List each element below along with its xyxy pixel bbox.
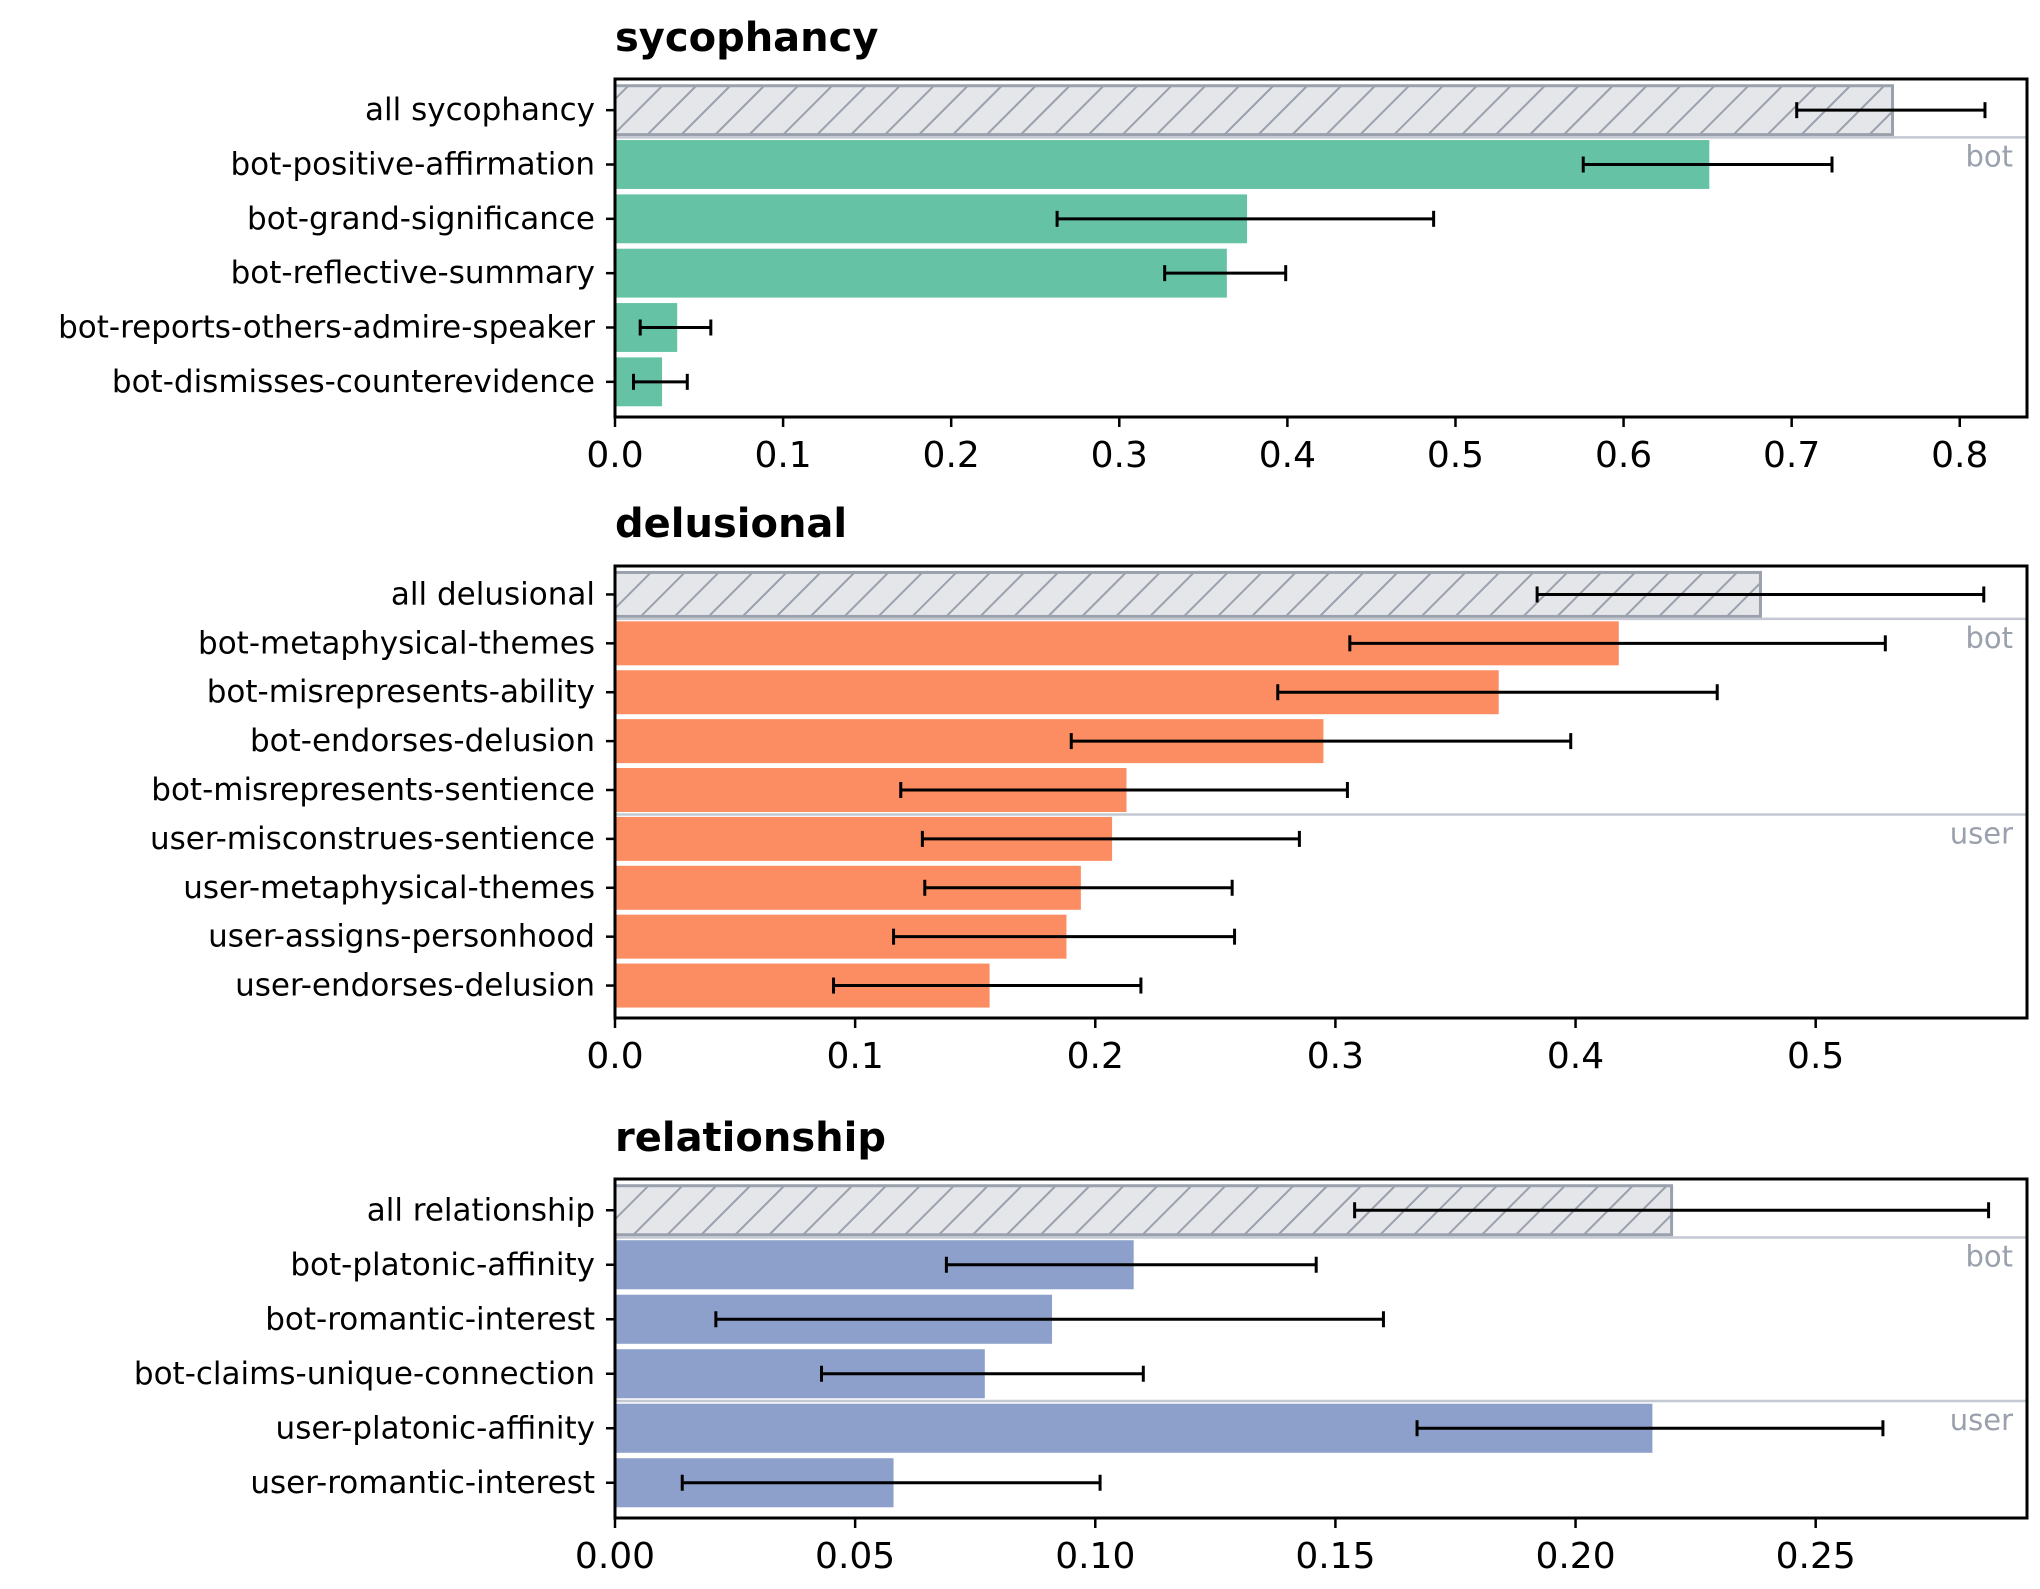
- x-tick-label: 0.25: [1776, 1536, 1856, 1577]
- category-label: bot-misrepresents-sentience: [151, 772, 595, 808]
- x-axis-ticks: 0.0 0.1 0.2 0.3 0.4 0.5: [586, 1018, 1844, 1077]
- aggregate-label: all relationship: [367, 1192, 595, 1228]
- x-tick-label: 0.8: [1931, 435, 1988, 476]
- group-label: bot: [1965, 621, 2013, 655]
- x-tick-label: 0.00: [575, 1536, 655, 1577]
- x-tick-label: 0.10: [1055, 1536, 1135, 1577]
- x-tick-label: 0.7: [1763, 435, 1820, 476]
- x-tick-label: 0.5: [1427, 435, 1484, 476]
- category-label: bot-grand-significance: [247, 201, 595, 237]
- aggregate-bar: [613, 84, 1895, 137]
- x-tick-label: 0.05: [815, 1536, 895, 1577]
- category-labels: all sycophancy bot-positive-affirmation bo…: [58, 92, 615, 400]
- category-label: bot-reflective-summary: [231, 255, 595, 291]
- group-label: bot: [1965, 139, 2013, 173]
- category-label: user-endorses-delusion: [235, 968, 595, 1004]
- bars-layer: bot user: [613, 1184, 2027, 1508]
- x-tick-label: 0.6: [1595, 435, 1652, 476]
- x-tick-label: 0.4: [1547, 1036, 1604, 1077]
- category-label: bot-romantic-interest: [265, 1301, 595, 1337]
- x-tick-label: 0.3: [1091, 435, 1148, 476]
- x-tick-label: 0.2: [1067, 1036, 1124, 1077]
- x-tick-label: 0.5: [1787, 1036, 1844, 1077]
- panel-title: relationship: [615, 1115, 886, 1161]
- group-label: bot: [1965, 1240, 2013, 1274]
- category-label: bot-positive-affirmation: [230, 147, 595, 183]
- category-label: bot-platonic-affinity: [290, 1247, 595, 1283]
- category-label: user-romantic-interest: [250, 1465, 595, 1501]
- aggregate-label: all delusional: [391, 576, 595, 612]
- category-labels: all delusional bot-metaphysical-themes bot…: [150, 576, 615, 1004]
- category-label: user-misconstrues-sentience: [150, 821, 595, 857]
- group-label: user: [1950, 816, 2013, 850]
- category-label: user-metaphysical-themes: [183, 870, 595, 906]
- category-label: bot-endorses-delusion: [250, 723, 595, 759]
- x-tick-label: 0.1: [827, 1036, 884, 1077]
- x-tick-label: 0.3: [1307, 1036, 1364, 1077]
- x-axis-ticks: 0.0 0.1 0.2 0.3 0.4 0.5 0.6 0.7 0.8: [586, 417, 1988, 476]
- category-label: user-assigns-personhood: [208, 919, 595, 955]
- group-label: user: [1950, 1403, 2013, 1437]
- x-tick-label: 0.0: [586, 1036, 643, 1077]
- category-label: user-platonic-affinity: [276, 1410, 595, 1446]
- category-label: bot-reports-others-admire-speaker: [58, 310, 595, 346]
- x-tick-label: 0.0: [586, 435, 643, 476]
- category-labels: all relationship bot-platonic-affinity bot…: [134, 1192, 615, 1501]
- panel-sycophancy: sycophancy bot all sycophancy bot-positiv…: [58, 15, 2029, 476]
- plot-frame: [613, 77, 2029, 419]
- panel-title: delusional: [615, 501, 847, 547]
- panel-relationship: relationship bot user all relationship bot…: [134, 1115, 2029, 1577]
- plot-frame: [613, 564, 2029, 1020]
- category-label: bot-misrepresents-ability: [207, 674, 595, 710]
- category-label: bot-dismisses-counterevidence: [112, 364, 595, 400]
- x-tick-label: 0.2: [923, 435, 980, 476]
- bars-layer: bot: [613, 84, 2027, 407]
- panel-title: sycophancy: [615, 15, 878, 61]
- x-axis-ticks: 0.00 0.05 0.10 0.15 0.20 0.25: [575, 1518, 1856, 1577]
- panel-delusional: delusional bot user all delusional bot-met…: [150, 501, 2029, 1077]
- aggregate-label: all sycophancy: [365, 92, 595, 128]
- category-label: bot-claims-unique-connection: [134, 1356, 595, 1392]
- category-label: bot-metaphysical-themes: [198, 625, 595, 661]
- x-tick-label: 0.15: [1295, 1536, 1375, 1577]
- bar: [615, 248, 1227, 298]
- bar: [615, 140, 1710, 189]
- x-tick-label: 0.20: [1535, 1536, 1615, 1577]
- plot-frame: [613, 1177, 2029, 1520]
- bars-layer: bot user: [613, 570, 2027, 1008]
- x-tick-label: 0.1: [754, 435, 811, 476]
- x-tick-label: 0.4: [1259, 435, 1316, 476]
